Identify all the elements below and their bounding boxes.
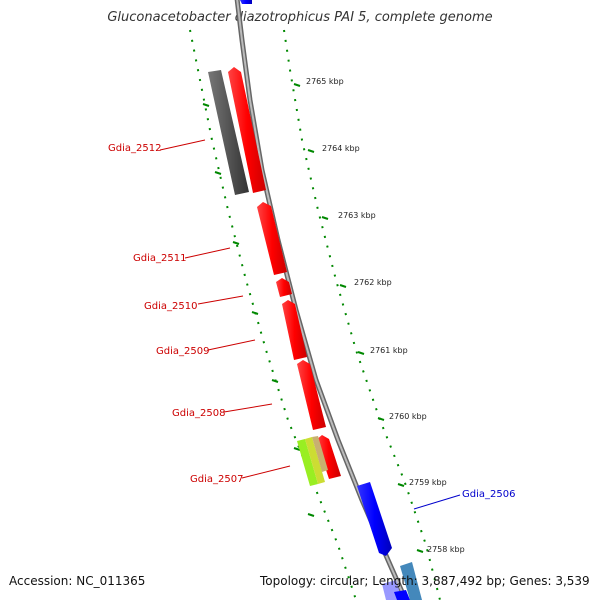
gene-label[interactable]: Gdia_2511: [133, 247, 231, 264]
inner-ruler: [189, 29, 357, 600]
genome-stats: Topology: circular; Length: 3,887,492 bp…: [260, 574, 590, 588]
bottom-partial-features[interactable]: [382, 562, 422, 600]
tick-label: 2763 kbp: [338, 211, 376, 220]
gene-label[interactable]: Gdia_2508: [172, 403, 273, 419]
gene-label[interactable]: Gdia_2512: [108, 139, 206, 154]
tick-label: 2765 kbp: [306, 77, 344, 86]
gene-label-text: Gdia_2507: [190, 474, 243, 485]
tick-label: 2764 kbp: [322, 144, 360, 153]
gene-label-text: Gdia_2509: [156, 346, 209, 357]
tick: 2760 kbp: [377, 412, 427, 421]
gene-gdia-2507[interactable]: [316, 435, 341, 479]
gene-gdia-2508[interactable]: [297, 360, 326, 430]
gene-label[interactable]: Gdia_2509: [156, 339, 256, 357]
length-value: 3,887,492 bp: [421, 574, 502, 588]
tick-label: 2759 kbp: [409, 478, 447, 487]
gene-label-text: Gdia_2511: [133, 253, 186, 264]
tick: 2759 kbp: [397, 478, 447, 487]
gene-gdia-2510[interactable]: [276, 278, 292, 297]
tick-label: 2762 kbp: [354, 278, 392, 287]
tick: 2761 kbp: [357, 346, 408, 355]
gene-gdia-2506[interactable]: [357, 482, 392, 556]
gene-label[interactable]: Gdia_2507: [190, 465, 291, 485]
tick-label: 2760 kbp: [389, 412, 427, 421]
accession-label: Accession:: [9, 574, 73, 588]
backbone: [234, 0, 409, 600]
tick: 2758 kbp: [416, 545, 465, 554]
tick: 2764 kbp: [307, 144, 360, 153]
inner-major-ticks: [202, 103, 315, 517]
gene-label-text: Gdia_2512: [108, 143, 161, 154]
gray-feature[interactable]: [208, 70, 249, 195]
gene-gdia-2511[interactable]: [257, 202, 287, 275]
green-feature[interactable]: [297, 437, 325, 486]
outer-ruler: [283, 29, 441, 600]
scale-ticks: 2765 kbp 2764 kbp 2763 kbp 2762 kbp 2761…: [293, 77, 465, 554]
accession-value: NC_011365: [76, 574, 146, 588]
map-title: Gluconacetobacter diazotrophicus PAI 5, …: [107, 10, 493, 25]
tick-label: 2758 kbp: [427, 545, 465, 554]
gene-label[interactable]: Gdia_2510: [144, 295, 244, 312]
gene-top-partial[interactable]: [240, 0, 252, 4]
genes-label: Genes:: [509, 574, 552, 588]
gene-gdia-2512[interactable]: [228, 67, 266, 193]
tick: 2765 kbp: [293, 77, 344, 87]
tan-feature[interactable]: [312, 436, 328, 472]
gene-labels: Gdia_2512 Gdia_2511 Gdia_2510 Gdia_2509 …: [108, 139, 515, 510]
topology-value: circular: [319, 574, 365, 588]
gene-label-text: Gdia_2506: [462, 489, 515, 500]
topology-label: Topology:: [260, 574, 317, 588]
gene-gdia-2509[interactable]: [282, 300, 307, 360]
tick-label: 2761 kbp: [370, 346, 408, 355]
tick: 2763 kbp: [321, 211, 376, 220]
gene-label-text: Gdia_2510: [144, 301, 197, 312]
genes-value: 3,539: [555, 574, 590, 588]
gene-label-text: Gdia_2508: [172, 408, 225, 419]
length-label: Length:: [372, 574, 418, 588]
tick: 2762 kbp: [339, 278, 392, 288]
gene-label[interactable]: Gdia_2506: [413, 489, 515, 510]
accession-info: Accession: NC_011365: [9, 574, 145, 588]
